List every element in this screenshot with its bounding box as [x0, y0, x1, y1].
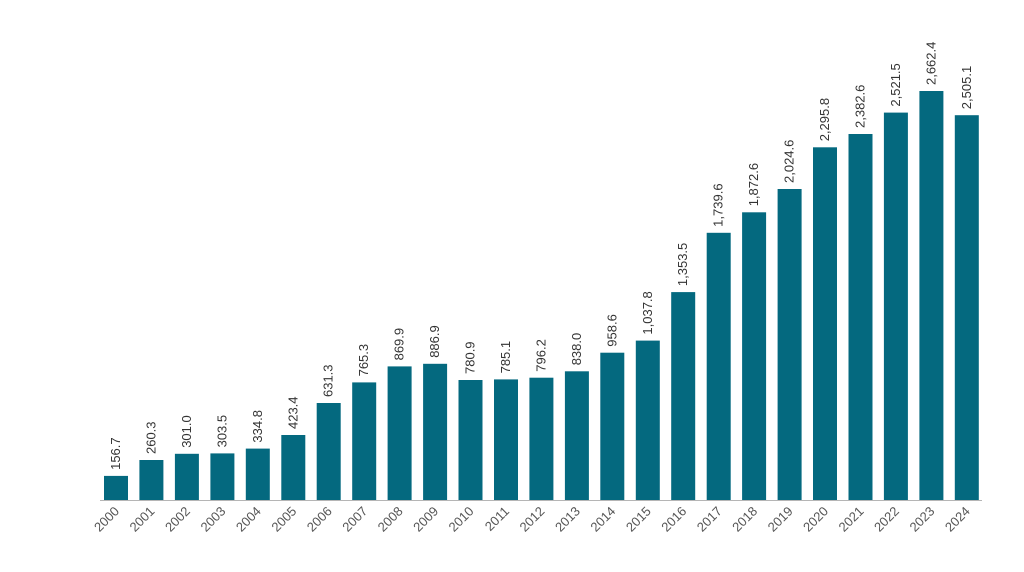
bar-2021 — [848, 134, 873, 500]
value-label-2002: 301.0 — [179, 415, 194, 448]
x-tick-2020: 2020 — [800, 504, 831, 535]
value-label-2008: 869.9 — [392, 328, 407, 361]
x-tick-2004: 2004 — [233, 504, 264, 535]
bar-2015 — [635, 340, 660, 500]
bar-2008 — [387, 366, 412, 500]
x-tick-2024: 2024 — [942, 504, 973, 535]
bar-2010 — [458, 380, 483, 500]
value-label-2006: 631.3 — [321, 364, 336, 397]
x-tick-2011: 2011 — [482, 504, 512, 534]
x-tick-2006: 2006 — [304, 504, 335, 535]
x-tick-2000: 2000 — [91, 504, 122, 535]
value-label-2010: 780.9 — [463, 341, 478, 374]
value-label-2000: 156.7 — [108, 437, 123, 470]
bar-2000 — [104, 475, 128, 500]
bar-2007 — [352, 382, 377, 500]
x-tick-2010: 2010 — [446, 504, 477, 535]
value-labels-group: 156.7 260.3 301.0 303.5 334.8 423.4 631.3 765.3… — [108, 42, 974, 470]
bar-2005 — [281, 435, 306, 500]
value-label-2022: 2,521.5 — [888, 63, 903, 106]
value-label-2004: 334.8 — [250, 410, 265, 443]
value-label-2009: 886.9 — [427, 325, 442, 358]
bars-group — [104, 91, 979, 501]
x-tick-2001: 2001 — [126, 504, 157, 535]
bar-2003 — [210, 453, 235, 500]
bar-2023 — [919, 91, 944, 500]
bar-2014 — [600, 352, 625, 500]
x-tick-2018: 2018 — [729, 504, 760, 535]
bar-2024 — [954, 115, 979, 500]
bar-2011 — [494, 379, 518, 500]
value-label-2011: 785.1 — [498, 341, 513, 374]
value-label-2013: 838.0 — [569, 333, 584, 366]
value-label-2001: 260.3 — [143, 421, 158, 454]
bar-2022 — [883, 112, 908, 500]
x-tick-2014: 2014 — [587, 504, 618, 535]
value-label-2019: 2,024.6 — [782, 140, 797, 183]
x-tick-labels-group: 2000 2001 2002 2003 2004 2005 2006 2007 2008 2009… — [91, 504, 973, 535]
value-label-2023: 2,662.4 — [923, 42, 938, 85]
bar-2018 — [742, 212, 767, 501]
x-tick-2013: 2013 — [552, 504, 583, 535]
bar-2012 — [529, 377, 554, 500]
bar-2001 — [139, 460, 164, 500]
value-label-2024: 2,505.1 — [959, 66, 974, 109]
bar-2017 — [706, 232, 731, 501]
x-tick-2012: 2012 — [516, 504, 547, 535]
bar-2009 — [423, 363, 448, 500]
x-tick-2007: 2007 — [339, 504, 370, 535]
bar-2020 — [813, 147, 837, 501]
x-tick-2002: 2002 — [162, 504, 193, 535]
x-tick-2015: 2015 — [623, 504, 654, 535]
x-tick-2021: 2021 — [836, 504, 867, 535]
value-label-2007: 765.3 — [356, 344, 371, 377]
bar-2002 — [174, 453, 199, 500]
value-label-2018: 1,872.6 — [746, 163, 761, 206]
x-tick-2005: 2005 — [268, 504, 299, 535]
bar-2016 — [671, 292, 696, 500]
value-label-2020: 2,295.8 — [817, 98, 832, 141]
bar-2013 — [564, 371, 589, 500]
bar-2004 — [245, 448, 270, 500]
x-tick-2022: 2022 — [871, 504, 902, 535]
x-tick-2003: 2003 — [197, 504, 228, 535]
bar-2019 — [777, 189, 802, 500]
x-tick-2017: 2017 — [694, 504, 725, 535]
x-tick-2016: 2016 — [658, 504, 689, 535]
value-label-2015: 1,037.8 — [640, 291, 655, 334]
value-label-2003: 303.5 — [214, 415, 229, 448]
value-label-2014: 958.6 — [604, 314, 619, 347]
x-tick-2023: 2023 — [906, 504, 937, 535]
value-label-2021: 2,382.6 — [853, 85, 868, 128]
value-label-2005: 423.4 — [285, 396, 300, 429]
x-tick-2008: 2008 — [375, 504, 406, 535]
value-label-2016: 1,353.5 — [675, 243, 690, 286]
bar-2006 — [316, 403, 341, 500]
x-tick-2019: 2019 — [765, 504, 796, 535]
value-label-2012: 796.2 — [533, 339, 548, 372]
x-tick-2009: 2009 — [410, 504, 441, 535]
value-label-2017: 1,739.6 — [711, 183, 726, 226]
